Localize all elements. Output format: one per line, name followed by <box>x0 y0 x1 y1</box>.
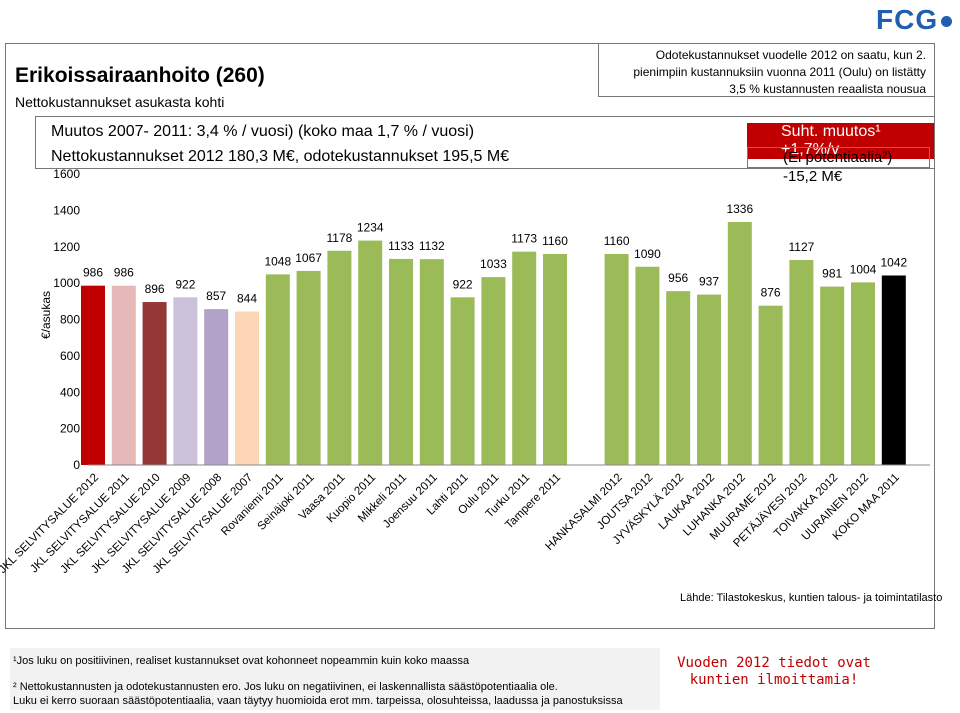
y-tick-label: 200 <box>60 422 80 436</box>
data-label: 986 <box>114 266 134 280</box>
data-label: 1336 <box>726 202 753 216</box>
page-title: Erikoissairaanhoito (260) <box>15 64 265 87</box>
footnote-2a: ² Nettokustannusten ja odotekustannusten… <box>13 681 558 693</box>
data-label: 1042 <box>880 255 907 269</box>
data-label: 981 <box>822 267 842 281</box>
data-label: 844 <box>237 291 257 305</box>
y-tick-label: 1400 <box>53 203 80 217</box>
data-label: 1160 <box>604 234 630 248</box>
relative-change-badge: Suht. muutos¹ +1,7%/v <box>747 123 934 159</box>
data-label: 876 <box>761 286 781 300</box>
data-label: 1127 <box>788 240 814 254</box>
bar <box>727 222 752 465</box>
x-tick-label: Tampere 2011 <box>503 472 563 532</box>
bar <box>604 254 629 465</box>
fcg-logo: FCG <box>876 4 953 36</box>
bar <box>450 297 475 465</box>
bar <box>358 240 383 465</box>
note-line: 3,5 % kustannusten reaalista nousua <box>729 82 926 96</box>
bar <box>697 294 721 465</box>
data-label: 1090 <box>634 247 661 261</box>
bar <box>789 260 814 465</box>
data-label: 986 <box>83 266 103 280</box>
data-label: 1067 <box>295 251 322 265</box>
bar <box>173 297 198 465</box>
bar <box>142 302 167 465</box>
source-text: Lähde: Tilastokeskus, kuntien talous- ja… <box>680 592 943 604</box>
data-label: 1033 <box>480 257 507 271</box>
data-label: 896 <box>145 282 165 296</box>
potential-box: (Ei potentiaalia²) -15,2 M€ <box>747 147 930 185</box>
y-tick-label: 600 <box>60 349 80 363</box>
bar <box>389 258 413 465</box>
y-tick-label: 1000 <box>53 276 80 290</box>
data-label: 1178 <box>326 231 352 245</box>
x-tick-label: Joensuu 2011 <box>381 472 440 531</box>
y-tick-label: 0 <box>73 458 80 472</box>
data-label: 857 <box>206 289 226 303</box>
bar <box>512 251 537 465</box>
bar <box>204 309 229 465</box>
data-label: 956 <box>668 271 688 285</box>
y-tick-label: 800 <box>60 313 80 327</box>
bar <box>235 311 259 465</box>
bar <box>851 282 875 465</box>
bar <box>327 250 352 465</box>
bar <box>635 266 660 465</box>
bar <box>881 275 906 465</box>
footnote-1: ¹Jos luku on positiivinen, realiset kust… <box>13 655 470 667</box>
data-label: 1234 <box>357 221 384 235</box>
note-line: Odotekustannukset vuodelle 2012 on saatu… <box>655 48 926 62</box>
data-label: 1048 <box>264 254 291 268</box>
footnote-2b: Luku ei kerro suoraan säästöpotentiaalia… <box>13 695 623 707</box>
bar <box>81 285 105 465</box>
data-label: 922 <box>175 277 195 291</box>
bar <box>265 274 290 465</box>
bar <box>543 254 567 465</box>
chart-frame <box>5 43 935 629</box>
data-label: 1004 <box>850 262 877 276</box>
expected-cost-note: Odotekustannukset vuodelle 2012 on saatu… <box>598 43 935 97</box>
data-label: 1173 <box>511 232 537 246</box>
bar <box>758 305 783 465</box>
data-source-warning: Vuoden 2012 tiedot ovat kuntien ilmoitta… <box>677 655 871 688</box>
page-subtitle: Nettokustannukset asukasta kohti <box>15 94 225 110</box>
bar <box>666 291 691 465</box>
bar <box>820 286 845 465</box>
bar <box>419 259 444 465</box>
stats-box: Muutos 2007- 2011: 3,4 % / vuosi) (koko … <box>35 116 935 185</box>
data-label: 1160 <box>542 234 568 248</box>
y-tick-label: 1600 <box>53 167 80 181</box>
data-label: 937 <box>699 275 719 289</box>
footnotes-box: ¹Jos luku on positiivinen, realiset kust… <box>10 648 660 710</box>
change-text: Muutos 2007- 2011: 3,4 % / vuosi) (koko … <box>51 123 475 140</box>
bar <box>296 270 321 465</box>
bar <box>111 285 136 465</box>
data-label: 1132 <box>419 239 445 253</box>
costs-text: Nettokustannukset 2012 180,3 M€, odoteku… <box>51 148 510 165</box>
y-tick-label: 1200 <box>53 240 80 254</box>
data-label: 922 <box>453 277 473 291</box>
note-line: pienimpiin kustannuksiin vuonna 2011 (Ou… <box>633 65 926 79</box>
bar <box>481 277 506 465</box>
y-tick-label: 400 <box>60 385 80 399</box>
data-label: 1133 <box>388 239 414 253</box>
